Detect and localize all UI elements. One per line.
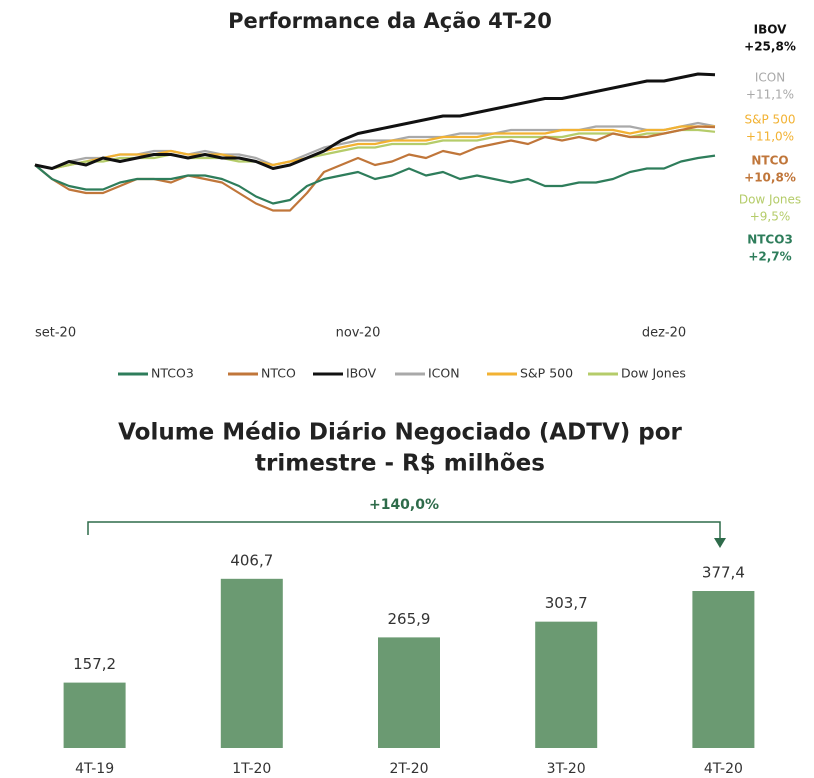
value-label: 377,4 [702, 564, 745, 582]
legend-label: NTCO3 [151, 366, 194, 381]
value-label: 406,7 [230, 551, 273, 569]
x-tick-label: nov-20 [336, 326, 381, 341]
arrow-head [714, 538, 726, 548]
x-tick-label: dez-20 [642, 326, 686, 341]
legend-label: NTCO [261, 366, 296, 381]
chart-title: trimestre - R$ milhões [255, 451, 545, 477]
end-label-name: ICON [755, 71, 785, 85]
value-label: 265,9 [388, 610, 431, 628]
end-label-value: +2,7% [748, 250, 791, 264]
value-label: 303,7 [545, 594, 588, 612]
legend-label: ICON [428, 366, 460, 381]
bracket [87, 521, 721, 540]
line [34, 121, 716, 170]
x-tick-label: 2T-20 [389, 761, 428, 777]
chart-title: Performance da Ação 4T-20 [228, 9, 552, 33]
end-label-value: +9,5% [750, 210, 791, 224]
x-tick-label: 3T-20 [547, 761, 586, 777]
line [34, 125, 716, 212]
x-tick-label: 4T-19 [75, 761, 114, 777]
end-label-name: NTCO3 [747, 233, 793, 247]
end-label-name: Dow Jones [739, 193, 801, 207]
end-label-value: +11,0% [746, 130, 794, 144]
bar [220, 578, 283, 748]
end-label-name: NTCO [751, 154, 788, 168]
bar [692, 591, 755, 748]
x-tick-label: 4T-20 [704, 761, 743, 777]
bar [535, 621, 598, 748]
line [34, 72, 716, 170]
line [34, 128, 716, 170]
end-label-value: +25,8% [744, 40, 796, 54]
end-label-name: S&P 500 [745, 113, 796, 127]
legend-label: S&P 500 [520, 366, 573, 381]
line [34, 154, 716, 205]
x-tick-label: 1T-20 [232, 761, 271, 777]
end-label-value: +11,1% [746, 88, 794, 102]
value-label: 157,2 [73, 655, 116, 673]
annotation: +140,0% [369, 497, 439, 513]
chart-title: Volume Médio Diário Negociado (ADTV) por [118, 420, 682, 446]
end-label-name: IBOV [754, 23, 787, 37]
bar [378, 637, 440, 748]
end-label-value: +10,8% [744, 171, 796, 185]
legend-label: Dow Jones [621, 366, 686, 381]
bar [63, 682, 126, 748]
x-tick-label: set-20 [35, 326, 76, 341]
legend-label: IBOV [346, 366, 377, 381]
